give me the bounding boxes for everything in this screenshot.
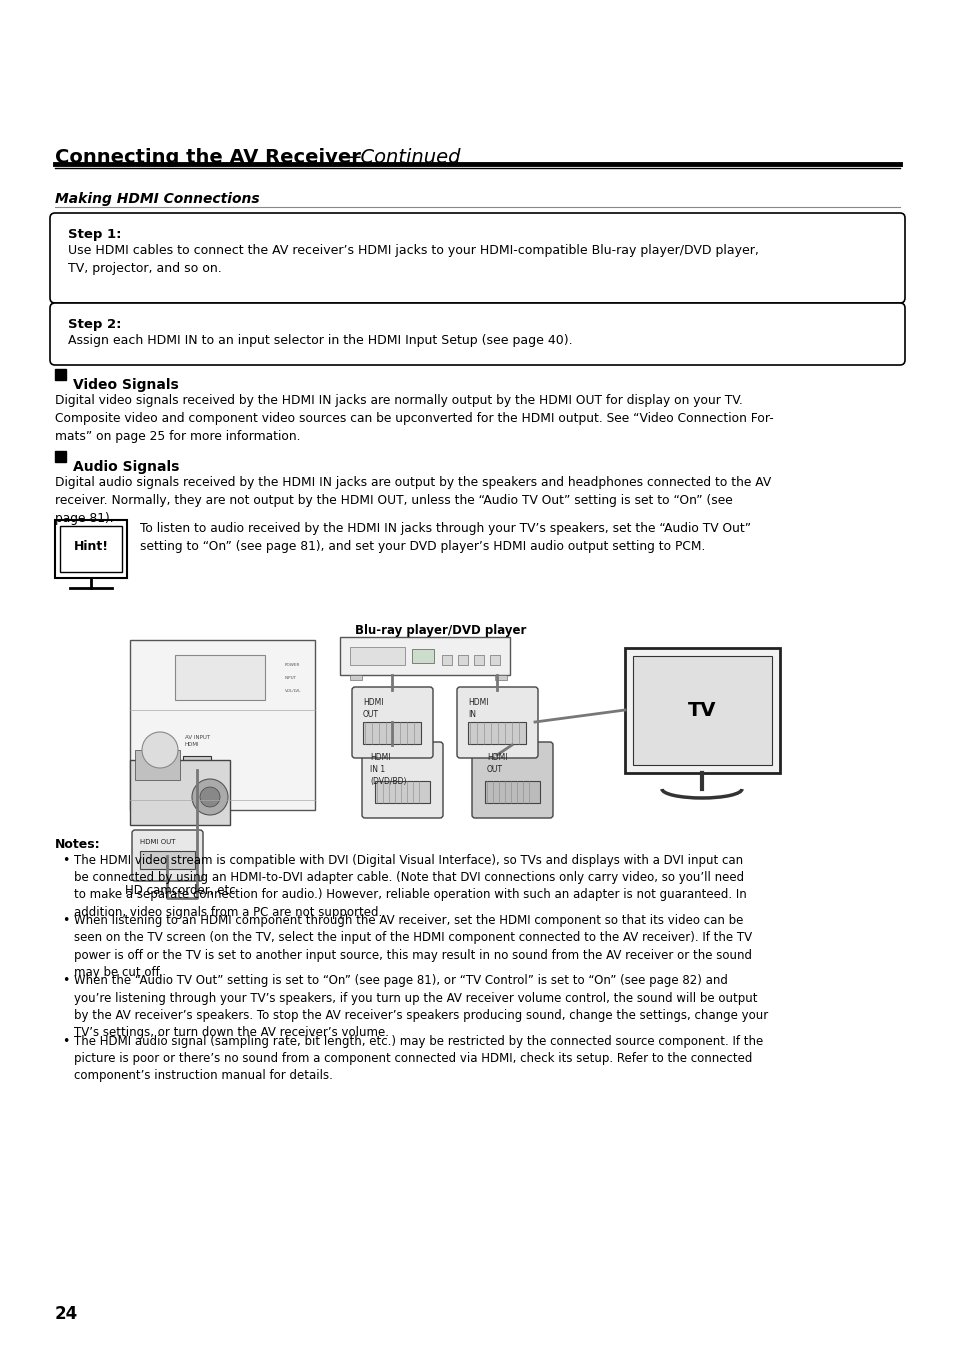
Text: Video Signals: Video Signals	[73, 378, 178, 392]
Text: 24: 24	[55, 1305, 78, 1323]
Text: Assign each HDMI IN to an input selector in the HDMI Input Setup (see page 40).: Assign each HDMI IN to an input selector…	[68, 334, 572, 347]
Bar	[412, 648, 434, 663]
Bar	[339, 638, 510, 676]
Circle shape	[200, 788, 220, 807]
Bar	[457, 655, 468, 665]
Bar	[484, 781, 539, 802]
Text: •: •	[62, 1035, 70, 1047]
Text: HDMI
IN 1
(DVD/BD): HDMI IN 1 (DVD/BD)	[370, 753, 406, 785]
Bar	[130, 640, 314, 811]
Text: AV INPUT
HDMI: AV INPUT HDMI	[185, 735, 210, 747]
Text: When the “Audio TV Out” setting is set to “On” (see page 81), or “TV Control” is: When the “Audio TV Out” setting is set t…	[74, 974, 767, 1039]
Text: INPUT: INPUT	[285, 676, 296, 680]
Bar	[441, 655, 452, 665]
Text: HDMI
OUT: HDMI OUT	[486, 753, 507, 774]
Text: Blu-ray player/DVD player: Blu-ray player/DVD player	[355, 624, 526, 638]
Text: Step 1:: Step 1:	[68, 228, 121, 240]
Bar	[55, 451, 66, 462]
Bar	[350, 676, 361, 680]
Bar	[363, 721, 420, 744]
FancyBboxPatch shape	[472, 742, 553, 817]
Bar	[474, 655, 483, 665]
Bar	[60, 526, 122, 571]
Bar	[624, 648, 780, 773]
Bar	[174, 655, 265, 700]
Text: TV: TV	[687, 701, 716, 720]
Bar	[495, 676, 506, 680]
Bar	[55, 520, 127, 578]
Bar	[350, 647, 405, 665]
Text: VOL/LVL: VOL/LVL	[285, 689, 301, 693]
Text: —Continued: —Continued	[340, 149, 460, 168]
Text: •: •	[62, 854, 70, 867]
Bar	[633, 657, 771, 765]
Bar	[135, 750, 180, 780]
Text: Digital audio signals received by the HDMI IN jacks are output by the speakers a: Digital audio signals received by the HD…	[55, 476, 770, 526]
Text: The HDMI video stream is compatible with DVI (Digital Visual Interface), so TVs : The HDMI video stream is compatible with…	[74, 854, 746, 919]
Text: HD camcorder, etc: HD camcorder, etc	[125, 884, 235, 897]
FancyBboxPatch shape	[456, 688, 537, 758]
Text: Audio Signals: Audio Signals	[73, 459, 179, 474]
Bar	[375, 781, 430, 802]
Bar	[468, 721, 525, 744]
FancyBboxPatch shape	[352, 688, 433, 758]
Text: To listen to audio received by the HDMI IN jacks through your TV’s speakers, set: To listen to audio received by the HDMI …	[140, 521, 750, 553]
Text: Digital video signals received by the HDMI IN jacks are normally output by the H: Digital video signals received by the HD…	[55, 394, 773, 443]
Text: Connecting the AV Receiver: Connecting the AV Receiver	[55, 149, 360, 168]
Bar	[490, 655, 499, 665]
Text: •: •	[62, 974, 70, 988]
FancyBboxPatch shape	[361, 742, 442, 817]
Text: POWER: POWER	[285, 663, 300, 667]
Text: Hint!: Hint!	[73, 540, 109, 554]
Text: Making HDMI Connections: Making HDMI Connections	[55, 192, 259, 205]
Bar	[130, 761, 230, 825]
Text: HDMI
IN: HDMI IN	[468, 698, 488, 719]
Bar	[55, 369, 66, 380]
Text: The HDMI audio signal (sampling rate, bit length, etc.) may be restricted by the: The HDMI audio signal (sampling rate, bi…	[74, 1035, 762, 1082]
Bar	[140, 851, 194, 869]
Text: HDMI OUT: HDMI OUT	[140, 839, 175, 844]
Text: HDMI
OUT: HDMI OUT	[363, 698, 383, 719]
FancyBboxPatch shape	[132, 830, 203, 881]
Circle shape	[192, 780, 228, 815]
FancyBboxPatch shape	[50, 213, 904, 303]
Bar	[183, 757, 211, 770]
Text: •: •	[62, 915, 70, 927]
Text: Notes:: Notes:	[55, 838, 100, 851]
Circle shape	[142, 732, 178, 767]
Text: When listening to an HDMI component through the AV receiver, set the HDMI compon: When listening to an HDMI component thro…	[74, 915, 751, 979]
FancyBboxPatch shape	[50, 303, 904, 365]
Text: Use HDMI cables to connect the AV receiver’s HDMI jacks to your HDMI-compatible : Use HDMI cables to connect the AV receiv…	[68, 245, 758, 276]
Text: Step 2:: Step 2:	[68, 317, 121, 331]
